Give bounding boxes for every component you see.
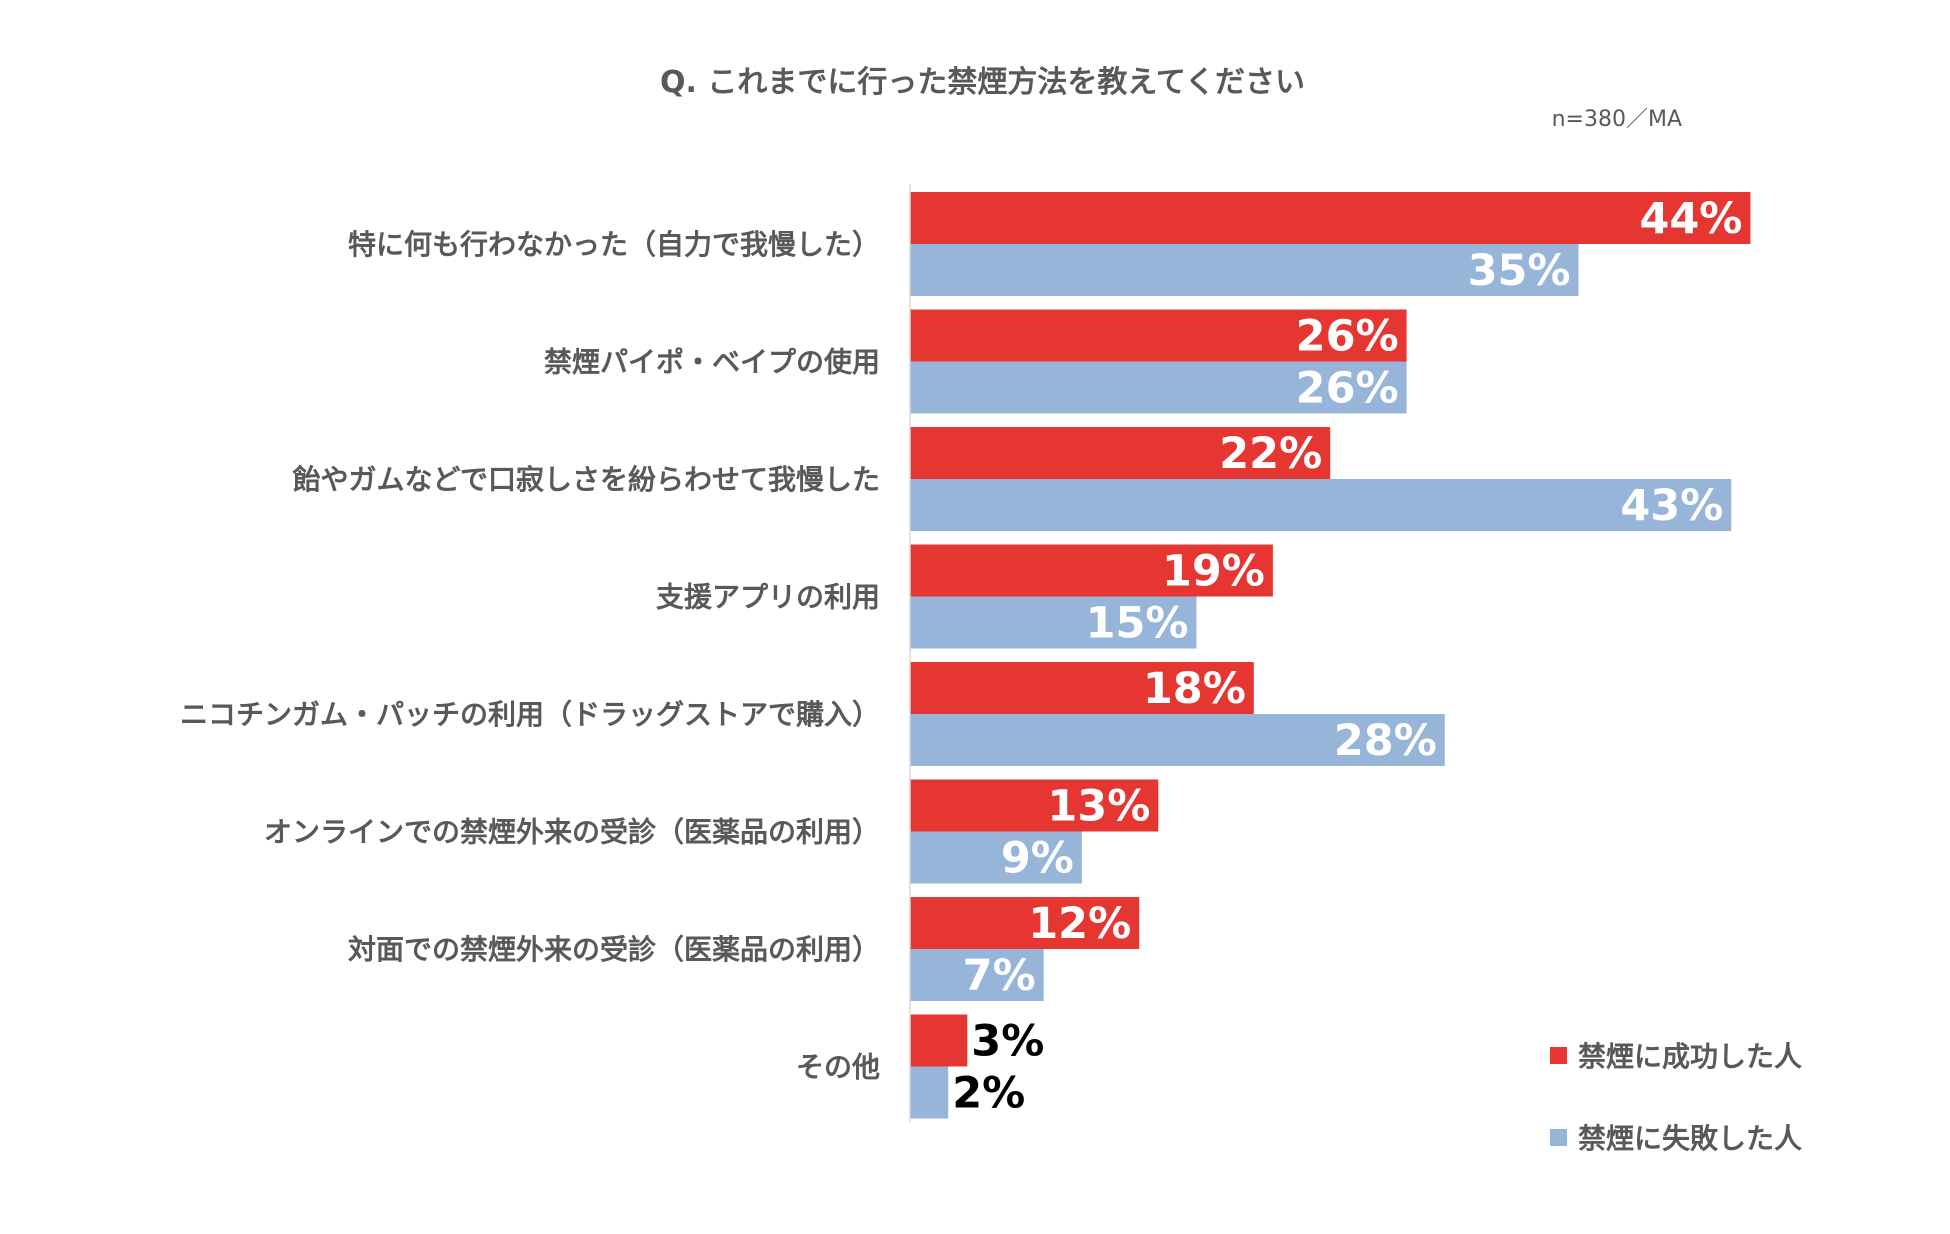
data-label: 26%: [1296, 364, 1399, 414]
bar: [910, 479, 1732, 531]
category-label: ニコチンガム・パッチの利用（ドラッグストアで購入）: [180, 698, 880, 731]
legend-label: 禁煙に失敗した人: [1578, 1122, 1802, 1155]
bar: [910, 831, 1082, 884]
category-label: オンラインでの禁煙外来の受診（医薬品の利用）: [264, 816, 880, 849]
data-label: 7%: [963, 951, 1036, 1001]
legend-swatch: [1550, 1129, 1567, 1146]
bar: [910, 244, 1579, 296]
data-label: 12%: [1028, 899, 1131, 949]
bar: [910, 192, 1751, 244]
bar: [910, 596, 1197, 649]
category-label: 対面での禁煙外来の受診（医薬品の利用）: [348, 933, 880, 966]
data-label: 13%: [1047, 782, 1150, 832]
bar: [910, 1014, 968, 1067]
legend-label: 禁煙に成功した人: [1578, 1040, 1802, 1073]
bar: [910, 662, 1254, 714]
data-label: 18%: [1143, 664, 1246, 714]
legend: 禁煙に成功した人 禁煙に失敗した人: [1550, 1040, 1802, 1155]
category-labels: 特に何も行わなかった（自力で我慢した） 禁煙パイポ・ベイプの使用飴やガムなどで口寂…: [180, 228, 880, 1084]
bar: [910, 949, 1044, 1001]
legend-swatch: [1550, 1047, 1567, 1064]
bar: [910, 544, 1273, 597]
data-label: 43%: [1620, 481, 1723, 531]
bar: [910, 309, 1407, 362]
bar: [910, 779, 1159, 832]
bar: [910, 361, 1407, 414]
sample-note: n=380／MA: [1552, 107, 1682, 132]
data-label: 3%: [971, 1017, 1044, 1067]
category-label: その他: [796, 1051, 880, 1084]
legend-item: 禁煙に失敗した人: [1550, 1122, 1802, 1155]
category-label: 特に何も行わなかった（自力で我慢した）: [348, 228, 880, 261]
data-label: 44%: [1639, 194, 1742, 244]
data-label: 19%: [1162, 547, 1265, 597]
data-label: 15%: [1086, 599, 1189, 649]
bar: [910, 1066, 949, 1119]
bar: [910, 714, 1445, 766]
data-label: 35%: [1468, 246, 1571, 296]
bar: [910, 427, 1331, 479]
data-label: 9%: [1001, 834, 1074, 884]
chart-title: Q. これまでに行った禁煙方法を教えてください: [660, 65, 1305, 100]
bar: [910, 897, 1140, 949]
data-label: 26%: [1296, 312, 1399, 362]
legend-item: 禁煙に成功した人: [1550, 1040, 1802, 1073]
data-label: 2%: [952, 1069, 1025, 1119]
data-label: 28%: [1334, 716, 1437, 766]
category-label: 飴やガムなどで口寂しさを紛らわせて我慢した: [293, 463, 880, 496]
data-label: 22%: [1219, 429, 1322, 479]
category-label: 支援アプリの利用: [656, 581, 880, 614]
bar-area: 44% 35% 26%26% 22% 43% 19%15% 18% 28% 13%9% 12%7%…: [910, 192, 1751, 1119]
category-label: 禁煙パイポ・ベイプの使用: [544, 346, 880, 379]
